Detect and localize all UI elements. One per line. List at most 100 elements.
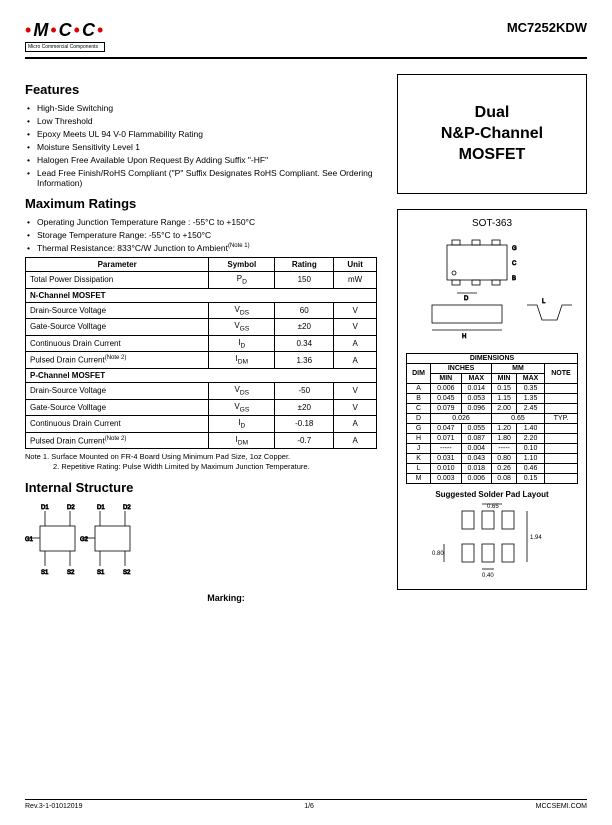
- table-row: Pulsed Drain Current(Note 2)IDM-0.7A: [26, 432, 377, 449]
- cell: A: [334, 335, 377, 352]
- dim-row: J-----0.004-----0.10: [407, 444, 578, 454]
- table-group-row: N-Channel MOSFET: [26, 288, 377, 302]
- table-row: Total Power DissipationPD150mW: [26, 272, 377, 289]
- svg-text:G: G: [512, 246, 517, 252]
- part-number: MC7252KDW: [507, 20, 587, 35]
- feature-item: Epoxy Meets UL 94 V-0 Flammability Ratin…: [37, 129, 377, 139]
- cell: VDS: [209, 302, 275, 319]
- svg-text:D2: D2: [123, 505, 131, 511]
- cell: PD: [209, 272, 275, 289]
- maxratings-bullets: Operating Junction Temperature Range : -…: [25, 217, 377, 253]
- svg-text:S1: S1: [41, 570, 49, 576]
- logo: •M•C•C• Micro Commercial Components: [25, 20, 105, 52]
- cell: Gate-Source Volltage: [26, 399, 209, 416]
- cell: MIN: [431, 374, 461, 384]
- page-footer: Rev.3-1-01012019 1/6 MCCSEMI.COM: [25, 799, 587, 810]
- table-row: Drain-Source VoltageVDS60V: [26, 302, 377, 319]
- dim-header-row: DIM INCHES MM NOTE: [407, 364, 578, 374]
- internal-structure-heading: Internal Structure: [25, 480, 377, 495]
- col-unit: Unit: [334, 258, 377, 272]
- cell: MAX: [461, 374, 491, 384]
- note-sup: (Note 1): [228, 243, 250, 249]
- features-heading: Features: [25, 82, 377, 97]
- svg-text:S1: S1: [97, 570, 105, 576]
- dim-label: 0.40: [482, 573, 494, 579]
- package-box: SOT-363 G C B H L D: [397, 209, 587, 590]
- svg-text:D: D: [464, 296, 469, 302]
- dim-row: H0.0710.0871.802.20: [407, 434, 578, 444]
- note-label: 2.: [53, 462, 59, 471]
- cell: V: [334, 302, 377, 319]
- cell: MAX: [517, 374, 545, 384]
- svg-text:S2: S2: [67, 570, 75, 576]
- cell: V: [334, 399, 377, 416]
- features-list: High-Side Switching Low Threshold Epoxy …: [25, 103, 377, 188]
- cell: MIN: [491, 374, 516, 384]
- maxratings-heading: Maximum Ratings: [25, 196, 377, 211]
- dim-row: L0.0100.0180.260.46: [407, 464, 578, 474]
- dim-label: 0.80: [432, 551, 444, 557]
- cell: -0.18: [275, 416, 334, 433]
- title-line: N&P-Channel: [406, 124, 578, 145]
- table-group-row: P-Channel MOSFET: [26, 368, 377, 382]
- svg-text:H: H: [462, 334, 466, 340]
- table-row: Gate-Source VolltageVGS±20V: [26, 319, 377, 336]
- cell: MM: [491, 364, 544, 374]
- cell: Drain-Source Voltage: [26, 382, 209, 399]
- svg-text:S2: S2: [123, 570, 131, 576]
- cell: Drain-Source Voltage: [26, 302, 209, 319]
- cell: ID: [209, 416, 275, 433]
- marking-label: Marking:: [25, 593, 377, 603]
- cell: mW: [334, 272, 377, 289]
- website: MCCSEMI.COM: [536, 803, 587, 810]
- cell: NOTE: [544, 364, 577, 384]
- svg-text:D2: D2: [67, 505, 75, 511]
- dim-title: DIMENSIONS: [407, 354, 578, 364]
- table-row: Continuous Drain CurrentID-0.18A: [26, 416, 377, 433]
- svg-text:D1: D1: [41, 505, 49, 511]
- revision: Rev.3-1-01012019: [25, 803, 82, 810]
- dim-row: C0.0790.0962.002.45: [407, 404, 578, 414]
- note-text: Repetitive Rating: Pulse Width Limited b…: [61, 462, 309, 471]
- schematic-diagram: D1 D2 D1 D2 S1 S2 G1 S1 S2 G2: [25, 501, 377, 583]
- package-drawing: G C B H L D: [406, 235, 578, 347]
- solder-pad-drawing: 0.65 1.94 0.80 0.40: [406, 499, 578, 581]
- cell: V: [334, 319, 377, 336]
- note-text: Surface Mounted on FR-4 Board Using Mini…: [51, 452, 290, 461]
- dim-label: 1.94: [530, 535, 542, 541]
- svg-text:L: L: [542, 299, 546, 305]
- table-header-row: Parameter Symbol Rating Unit: [26, 258, 377, 272]
- col-parameter: Parameter: [26, 258, 209, 272]
- dim-row: A0.0060.0140.150.35: [407, 384, 578, 394]
- svg-text:G1: G1: [25, 537, 34, 543]
- page-header: •M•C•C• Micro Commercial Components MC72…: [25, 20, 587, 59]
- feature-item: High-Side Switching: [37, 103, 377, 113]
- page-number: 1/6: [304, 803, 314, 810]
- dim-label: 0.65: [487, 504, 499, 510]
- dim-row: M0.0030.0060.080.15: [407, 474, 578, 484]
- sot363-outline-icon: G C B H L D: [412, 235, 572, 345]
- table-row: Drain-Source VoltageVDS-50V: [26, 382, 377, 399]
- svg-text:D1: D1: [97, 505, 105, 511]
- col-symbol: Symbol: [209, 258, 275, 272]
- product-title-box: Dual N&P-Channel MOSFET: [397, 74, 587, 194]
- cell: Pulsed Drain Current(Note 2): [26, 352, 209, 369]
- cell: N-Channel MOSFET: [26, 288, 377, 302]
- cell: DIM: [407, 364, 431, 384]
- title-line: MOSFET: [406, 145, 578, 166]
- package-name: SOT-363: [406, 218, 578, 229]
- table-row: Pulsed Drain Current(Note 2)IDM1.36A: [26, 352, 377, 369]
- cell: -0.7: [275, 432, 334, 449]
- cell: Gate-Source Volltage: [26, 319, 209, 336]
- dimensions-table: DIMENSIONS DIM INCHES MM NOTE MINMAX MIN…: [406, 353, 578, 484]
- rating-bullet-text: Thermal Resistance: 833°C/W Junction to …: [37, 243, 228, 253]
- feature-item: Halogen Free Available Upon Request By A…: [37, 155, 377, 165]
- feature-item: Low Threshold: [37, 116, 377, 126]
- title-line: Dual: [406, 103, 578, 124]
- svg-text:C: C: [512, 261, 517, 267]
- table-notes: Note 1. Surface Mounted on FR-4 Board Us…: [25, 452, 377, 472]
- svg-text:B: B: [512, 276, 516, 282]
- cell: Total Power Dissipation: [26, 272, 209, 289]
- svg-text:G2: G2: [80, 537, 89, 543]
- col-rating: Rating: [275, 258, 334, 272]
